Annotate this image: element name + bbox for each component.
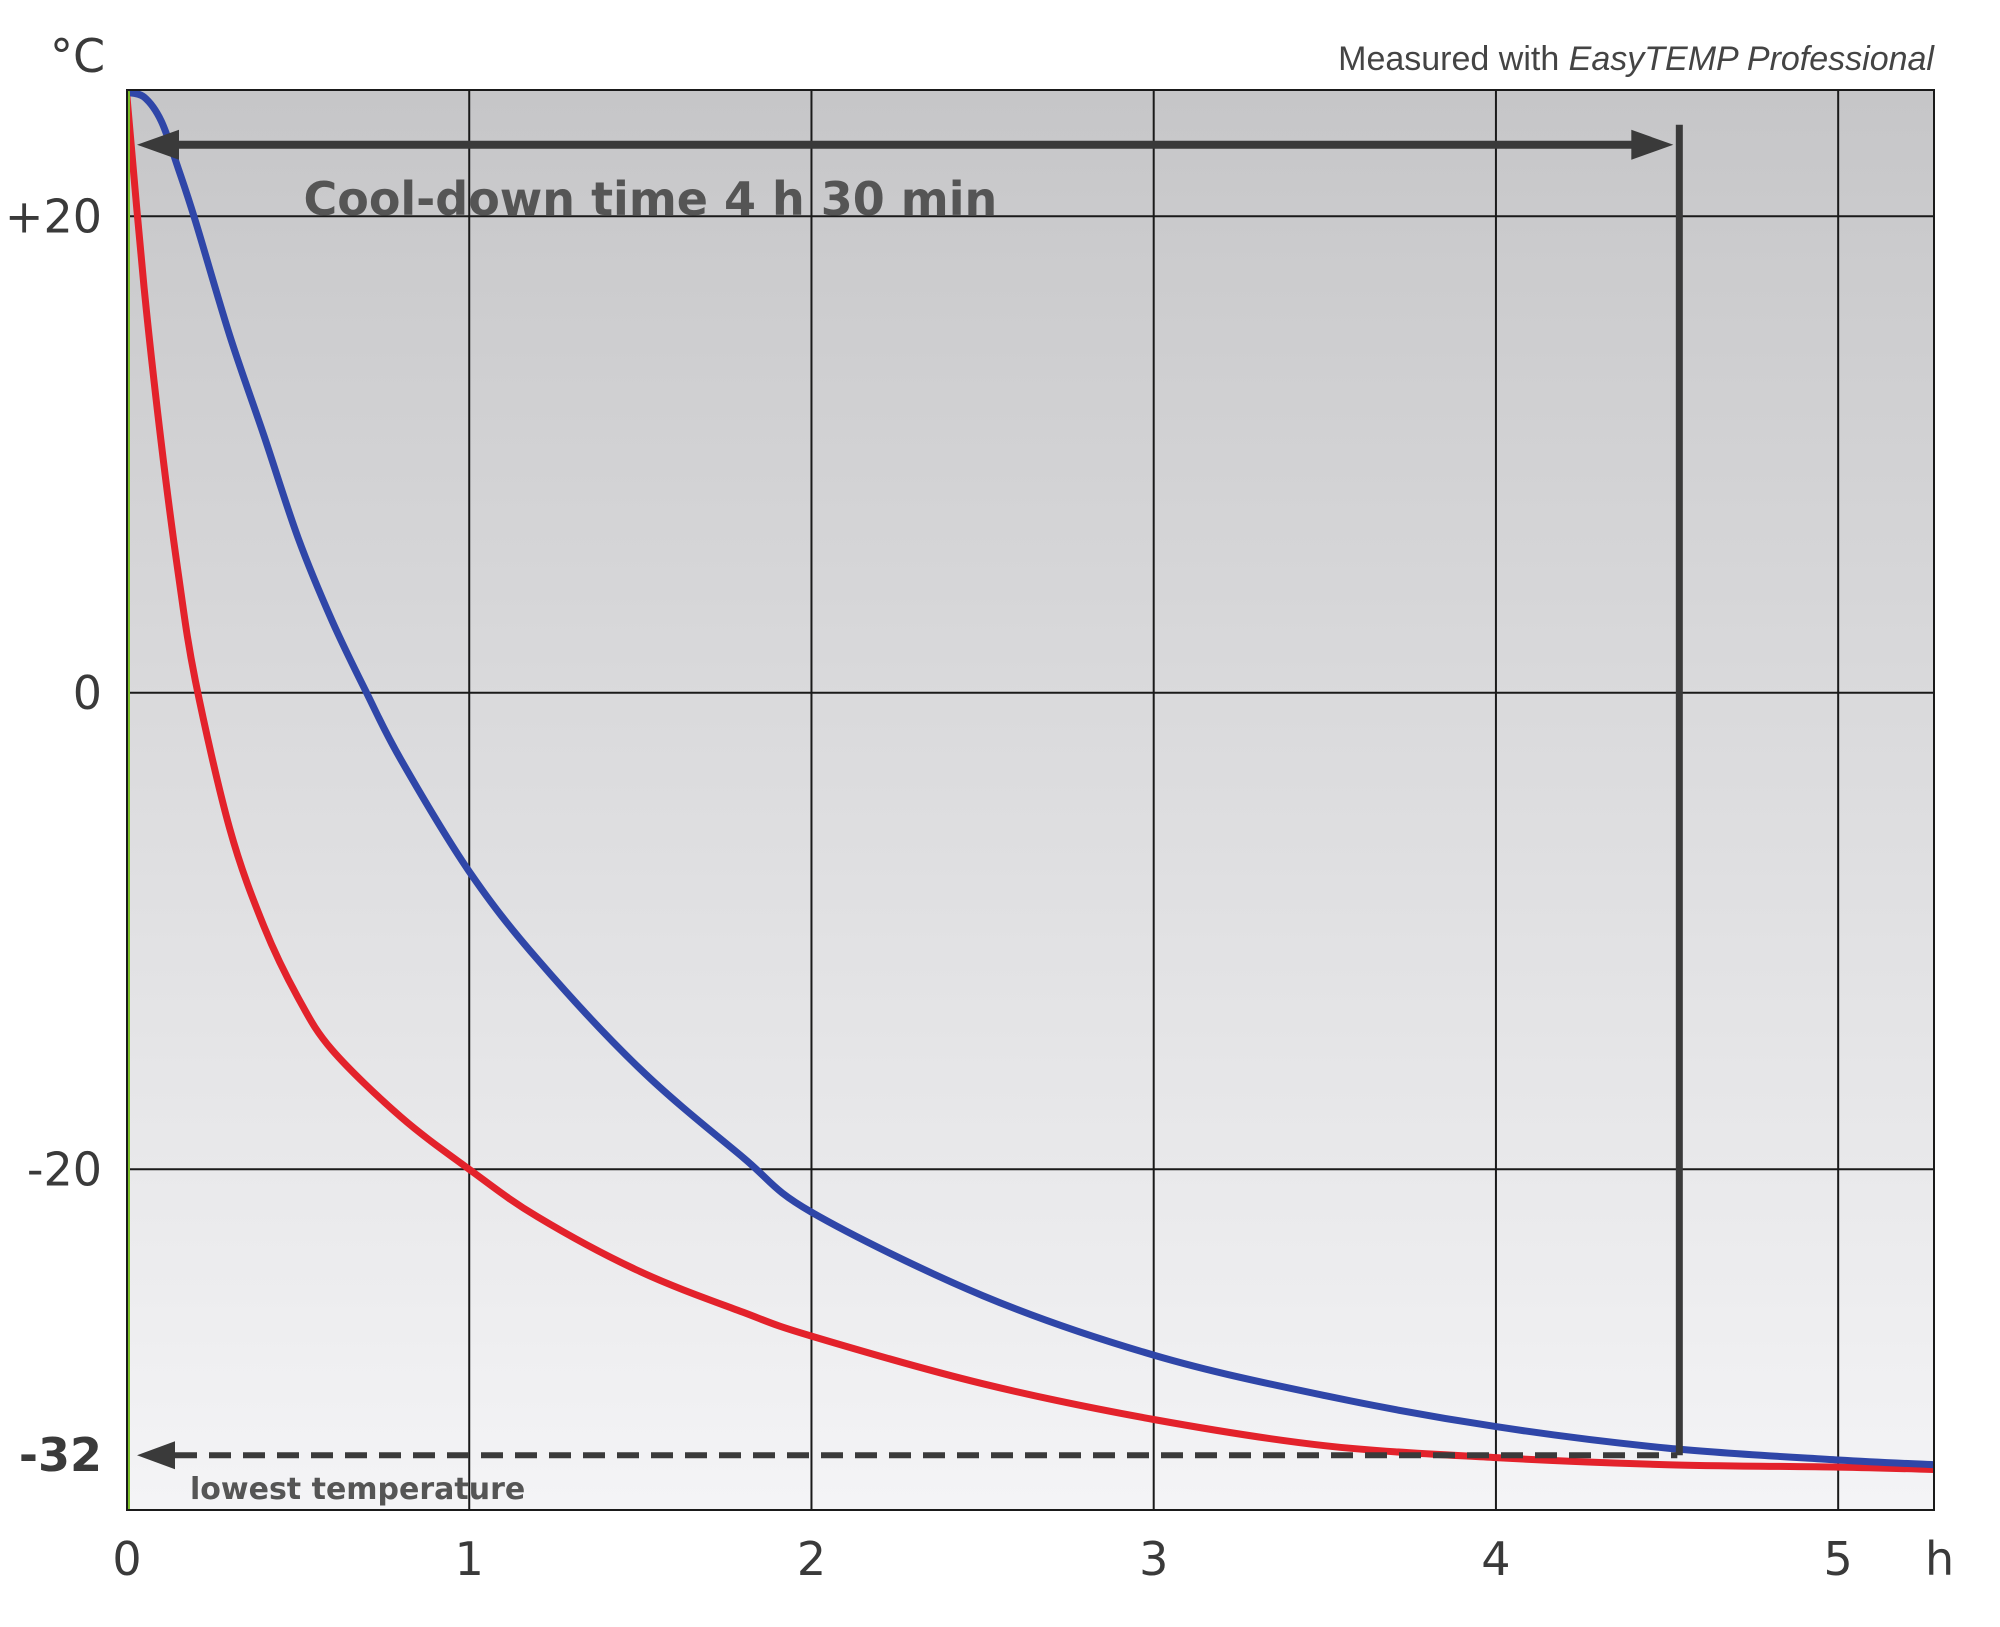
cooldown-arrow-head-left	[137, 129, 179, 160]
lowest-temperature-label: lowest temperature	[190, 1472, 525, 1507]
cooldown-label: Cool-down time 4 h 30 min	[303, 172, 997, 226]
y-axis-ticks: +20 0 -20 -32	[5, 189, 102, 1482]
y-tick-label: +20	[5, 189, 102, 243]
x-tick-label: 3	[1139, 1532, 1168, 1586]
y-tick-label: -20	[27, 1142, 102, 1196]
measured-with-label: Measured with EasyTEMP Professional	[1338, 40, 1935, 78]
plot-background	[127, 90, 1934, 1510]
red-curve	[127, 93, 1934, 1473]
plot-frame	[126, 89, 1935, 1511]
x-axis-ticks: 0 1 2 3 4 5	[112, 1532, 1852, 1586]
x-tick-label: 1	[455, 1532, 484, 1586]
grid	[127, 90, 1934, 1510]
series-group	[127, 90, 1934, 1510]
x-tick-label: 4	[1481, 1532, 1510, 1586]
x-tick-label: 5	[1824, 1532, 1853, 1586]
measured-prefix: Measured with	[1338, 40, 1569, 78]
blue-curve	[127, 90, 1934, 1469]
cooldown-arrow-head-right	[1631, 129, 1674, 160]
measured-product: EasyTEMP Professional	[1569, 40, 1936, 78]
y-tick-label: -32	[19, 1428, 102, 1482]
x-tick-label: 0	[112, 1532, 141, 1586]
lowest-temperature-arrow-head	[137, 1441, 175, 1470]
x-tick-label: 2	[797, 1532, 826, 1586]
annotations: Cool-down time 4 h 30 min lowest temperat…	[137, 124, 1683, 1507]
y-unit-label: °C	[50, 29, 105, 83]
y-tick-label: 0	[73, 666, 102, 720]
x-unit-label: h	[1925, 1532, 1954, 1586]
